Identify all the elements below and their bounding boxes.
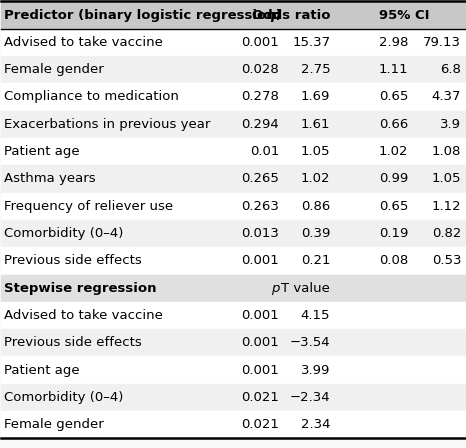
Text: Stepwise regression: Stepwise regression <box>4 282 156 295</box>
Text: 0.001: 0.001 <box>241 336 279 349</box>
Text: 0.65: 0.65 <box>379 90 408 103</box>
Text: 0.021: 0.021 <box>241 391 279 404</box>
Text: 0.19: 0.19 <box>379 227 408 240</box>
Text: 1.05: 1.05 <box>432 172 461 185</box>
Text: 0.021: 0.021 <box>241 418 279 431</box>
Text: Comorbidity (0–4): Comorbidity (0–4) <box>4 227 123 240</box>
Text: 79.13: 79.13 <box>424 36 461 49</box>
Text: 0.013: 0.013 <box>241 227 279 240</box>
Text: 1.11: 1.11 <box>379 63 409 76</box>
Text: 0.82: 0.82 <box>432 227 461 240</box>
Text: Advised to take vaccine: Advised to take vaccine <box>4 309 163 322</box>
Text: Female gender: Female gender <box>4 63 103 76</box>
Text: 0.001: 0.001 <box>241 364 279 377</box>
Text: p: p <box>271 282 279 295</box>
Text: 15.37: 15.37 <box>292 36 330 49</box>
Text: Previous side effects: Previous side effects <box>4 336 142 349</box>
Text: 0.265: 0.265 <box>241 172 279 185</box>
Text: 0.66: 0.66 <box>379 118 408 131</box>
Text: 0.278: 0.278 <box>241 90 279 103</box>
Text: Female gender: Female gender <box>4 418 103 431</box>
Text: 2.34: 2.34 <box>301 418 330 431</box>
Text: 1.69: 1.69 <box>301 90 330 103</box>
Text: Odds ratio: Odds ratio <box>252 9 330 22</box>
Bar <box>1 111 465 138</box>
Text: 1.08: 1.08 <box>432 145 461 158</box>
Bar <box>1 56 465 83</box>
Text: Predictor (binary logistic regression): Predictor (binary logistic regression) <box>4 9 281 22</box>
Text: 3.9: 3.9 <box>440 118 461 131</box>
Bar <box>1 357 465 384</box>
Bar <box>1 220 465 247</box>
Text: 0.21: 0.21 <box>301 254 330 267</box>
Text: 0.294: 0.294 <box>241 118 279 131</box>
Text: Exacerbations in previous year: Exacerbations in previous year <box>4 118 210 131</box>
Bar <box>1 138 465 165</box>
Text: 0.53: 0.53 <box>432 254 461 267</box>
Text: 0.01: 0.01 <box>250 145 279 158</box>
Bar <box>1 329 465 357</box>
Bar <box>1 83 465 111</box>
Text: Asthma years: Asthma years <box>4 172 96 185</box>
Text: 4.37: 4.37 <box>432 90 461 103</box>
Bar <box>1 302 465 329</box>
Text: 0.028: 0.028 <box>241 63 279 76</box>
Bar <box>1 247 465 275</box>
Bar <box>1 193 465 220</box>
Text: 6.8: 6.8 <box>440 63 461 76</box>
Text: 0.08: 0.08 <box>379 254 408 267</box>
Text: 2.98: 2.98 <box>379 36 408 49</box>
Text: 2.75: 2.75 <box>301 63 330 76</box>
Text: 0.86: 0.86 <box>301 200 330 213</box>
Text: 1.61: 1.61 <box>301 118 330 131</box>
Text: 0.39: 0.39 <box>301 227 330 240</box>
Text: −3.54: −3.54 <box>290 336 330 349</box>
Text: Frequency of reliever use: Frequency of reliever use <box>4 200 173 213</box>
Text: 1.05: 1.05 <box>301 145 330 158</box>
Text: 0.001: 0.001 <box>241 254 279 267</box>
Text: 0.001: 0.001 <box>241 309 279 322</box>
Text: 1.02: 1.02 <box>301 172 330 185</box>
Text: Comorbidity (0–4): Comorbidity (0–4) <box>4 391 123 404</box>
Text: Previous side effects: Previous side effects <box>4 254 142 267</box>
Bar <box>1 29 465 56</box>
Text: 0.99: 0.99 <box>379 172 408 185</box>
Text: T value: T value <box>281 282 330 295</box>
Text: 0.65: 0.65 <box>379 200 408 213</box>
Text: 4.15: 4.15 <box>301 309 330 322</box>
Bar <box>1 411 465 439</box>
Text: 95% CI: 95% CI <box>379 9 429 22</box>
Text: 0.001: 0.001 <box>241 36 279 49</box>
Text: Advised to take vaccine: Advised to take vaccine <box>4 36 163 49</box>
Text: Compliance to medication: Compliance to medication <box>4 90 178 103</box>
Text: Patient age: Patient age <box>4 145 79 158</box>
Text: p: p <box>270 9 279 22</box>
Text: Patient age: Patient age <box>4 364 79 377</box>
Text: 1.02: 1.02 <box>379 145 408 158</box>
Text: 1.12: 1.12 <box>432 200 461 213</box>
Text: 0.263: 0.263 <box>241 200 279 213</box>
Bar <box>1 275 465 302</box>
Text: 3.99: 3.99 <box>301 364 330 377</box>
Bar <box>1 1 465 29</box>
Text: −2.34: −2.34 <box>290 391 330 404</box>
Bar <box>1 384 465 411</box>
Bar <box>1 165 465 193</box>
